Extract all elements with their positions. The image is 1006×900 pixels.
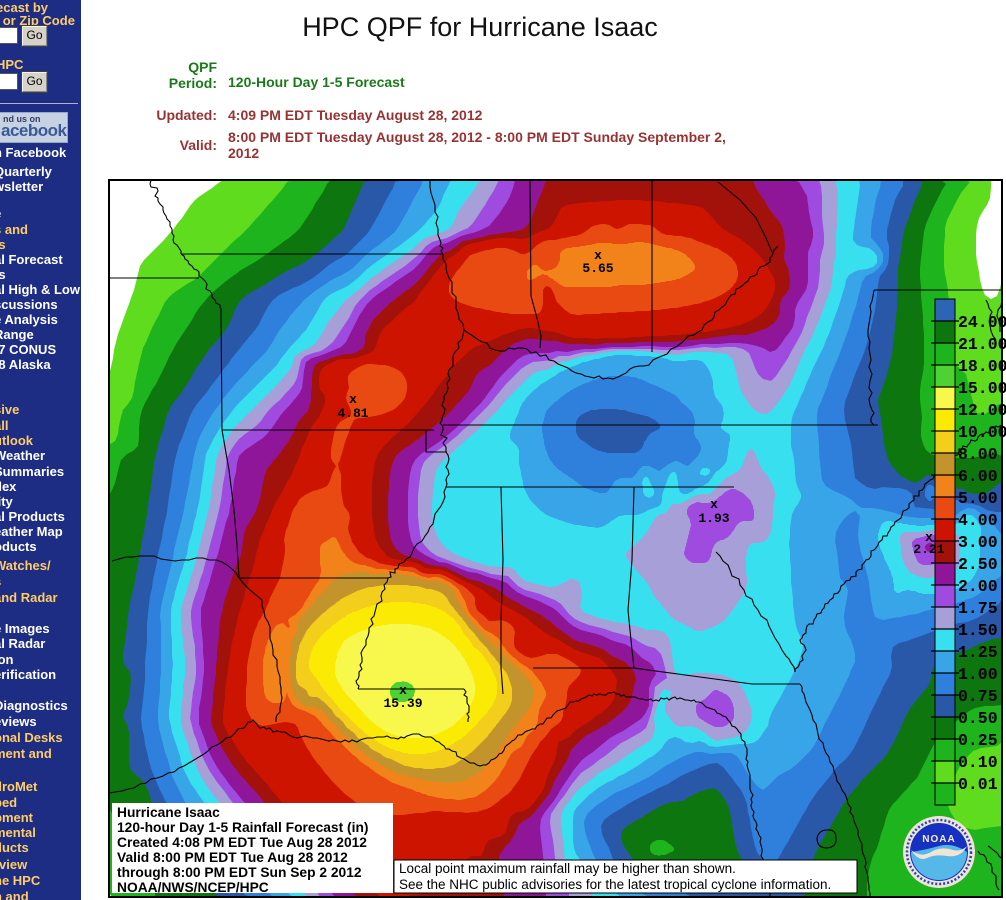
svg-text:0.50: 0.50 xyxy=(958,709,998,728)
svg-text:0.25: 0.25 xyxy=(958,731,998,750)
svg-text:See the NHC public advisories: See the NHC public advisories for the la… xyxy=(399,877,831,892)
svg-text:5.65: 5.65 xyxy=(582,261,613,276)
svg-text:NOAA/NWS/NCEP/HPC: NOAA/NWS/NCEP/HPC xyxy=(117,880,269,895)
svg-text:1.50: 1.50 xyxy=(958,621,998,640)
svg-text:0.01: 0.01 xyxy=(958,775,998,794)
svg-text:4.81: 4.81 xyxy=(337,406,368,421)
svg-text:1.00: 1.00 xyxy=(958,665,998,684)
svg-text:x: x xyxy=(594,248,602,263)
svg-text:1.93: 1.93 xyxy=(698,511,729,526)
svg-text:Local point maximum rainfall m: Local point maximum rainfall may be high… xyxy=(399,861,736,876)
svg-text:6.00: 6.00 xyxy=(958,467,998,486)
svg-text:15.00: 15.00 xyxy=(958,379,1006,398)
svg-text:8.00: 8.00 xyxy=(958,445,998,464)
svg-text:2.21: 2.21 xyxy=(913,542,944,557)
svg-text:x: x xyxy=(710,497,718,512)
svg-text:Hurricane Isaac: Hurricane Isaac xyxy=(117,805,220,820)
svg-text:24.00: 24.00 xyxy=(958,313,1006,332)
svg-text:120-hour Day 1-5 Rainfall Fore: 120-hour Day 1-5 Rainfall Forecast (in) xyxy=(117,820,368,835)
svg-text:0.75: 0.75 xyxy=(958,687,998,706)
svg-text:Valid 8:00 PM EDT Tue Aug 28 2: Valid 8:00 PM EDT Tue Aug 28 2012 xyxy=(117,850,348,865)
svg-text:15.39: 15.39 xyxy=(383,696,422,711)
svg-text:2.50: 2.50 xyxy=(958,555,998,574)
svg-text:1.25: 1.25 xyxy=(958,643,998,662)
svg-text:through 8:00 PM EDT Sun Sep 2: through 8:00 PM EDT Sun Sep 2 2012 xyxy=(117,865,362,880)
svg-text:NOAA: NOAA xyxy=(922,834,955,845)
svg-text:1.75: 1.75 xyxy=(958,599,998,618)
svg-text:18.00: 18.00 xyxy=(958,357,1006,376)
svg-text:0.10: 0.10 xyxy=(958,753,998,772)
svg-text:x: x xyxy=(925,530,933,545)
svg-text:Created 4:08 PM EDT Tue Aug 28: Created 4:08 PM EDT Tue Aug 28 2012 xyxy=(117,835,367,850)
svg-text:3.00: 3.00 xyxy=(958,533,998,552)
svg-text:5.00: 5.00 xyxy=(958,489,998,508)
svg-text:x: x xyxy=(399,683,407,698)
svg-text:2.00: 2.00 xyxy=(958,577,998,596)
svg-text:x: x xyxy=(349,392,357,407)
svg-text:4.00: 4.00 xyxy=(958,511,998,530)
svg-text:21.00: 21.00 xyxy=(958,335,1006,354)
svg-text:10.00: 10.00 xyxy=(958,423,1006,442)
svg-text:12.00: 12.00 xyxy=(958,401,1006,420)
